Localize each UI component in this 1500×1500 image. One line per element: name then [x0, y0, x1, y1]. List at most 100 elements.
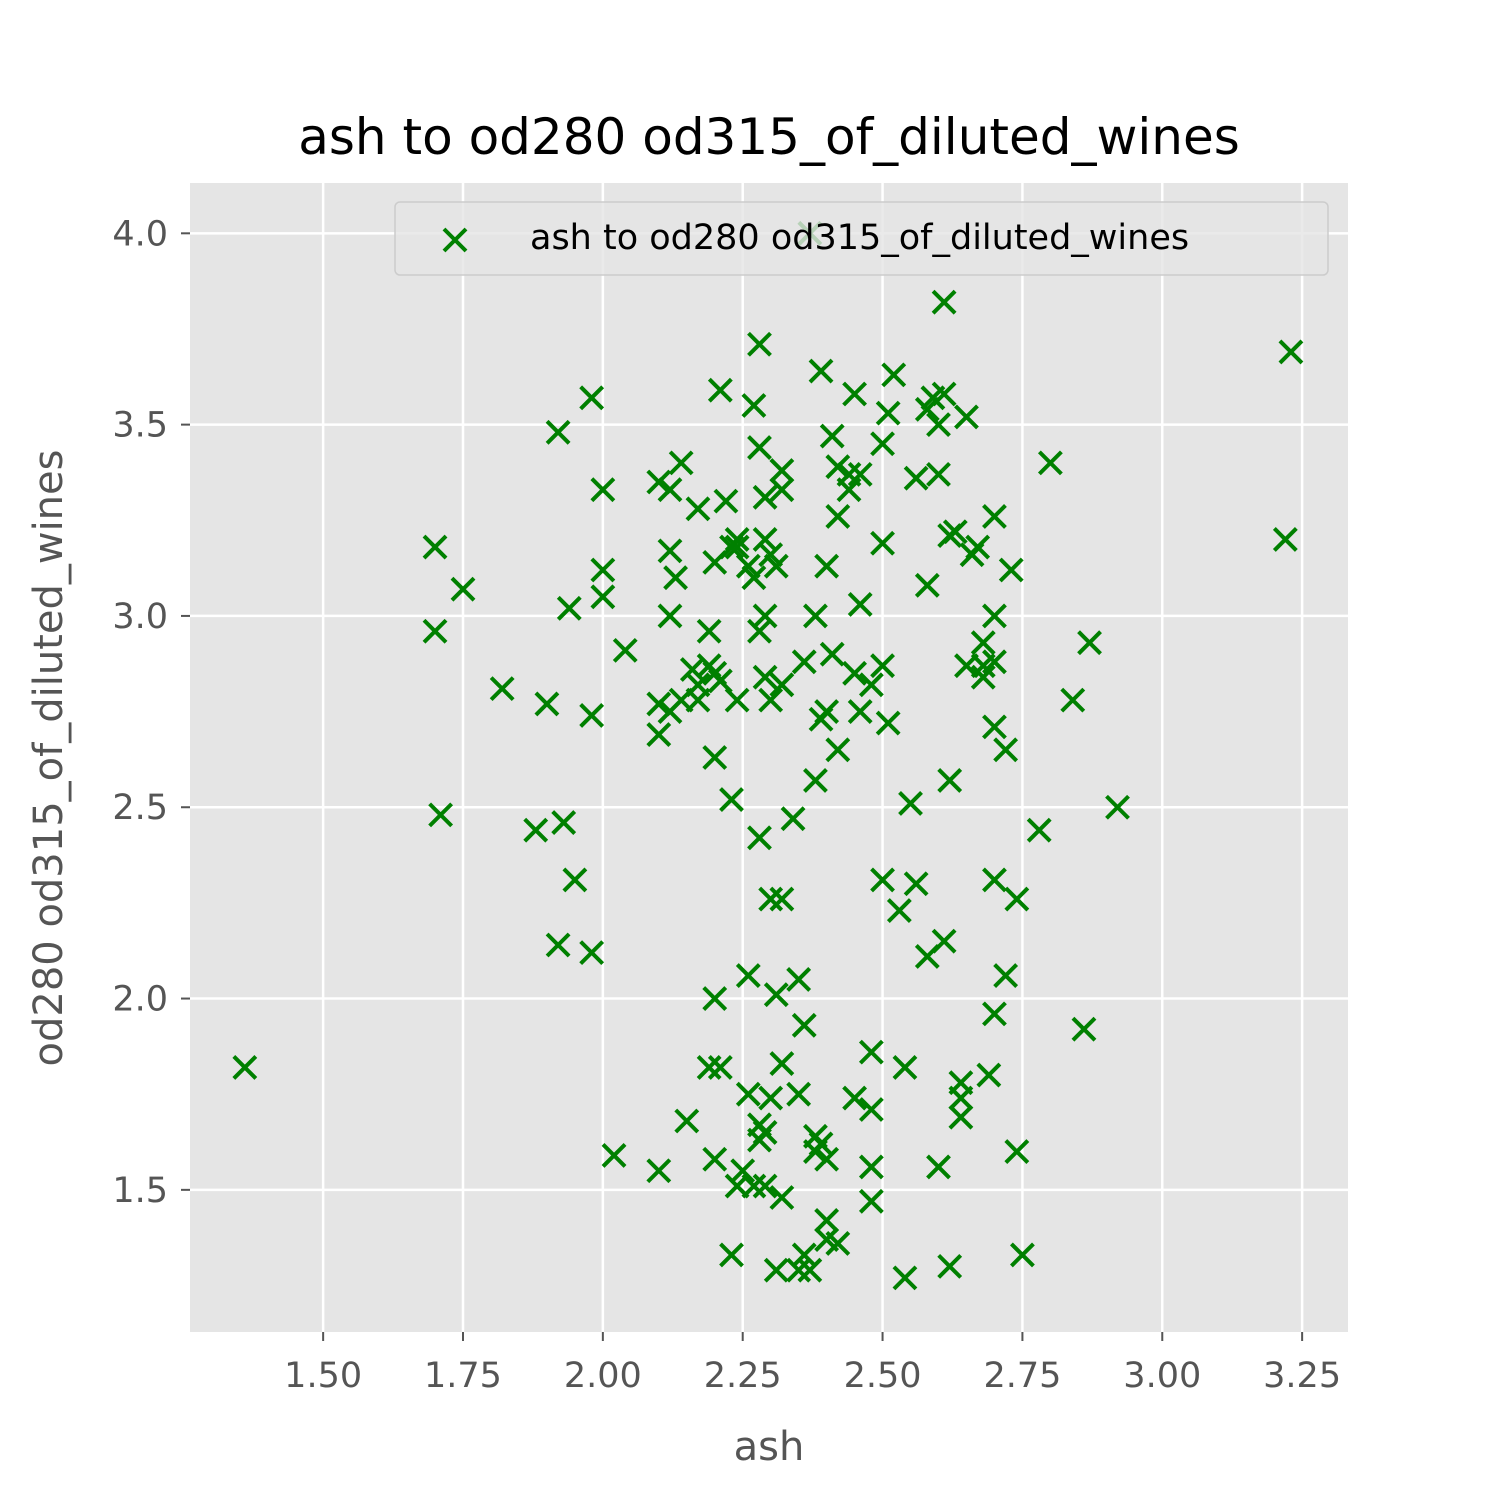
data-point [819, 423, 845, 449]
data-point [758, 886, 784, 912]
y-tick-label: 1.5 [112, 1171, 168, 1211]
data-point [752, 1173, 778, 1199]
data-point [847, 699, 873, 725]
data-point [741, 1173, 767, 1199]
data-point [763, 1257, 789, 1283]
legend-marker-x [442, 227, 468, 253]
data-point [797, 1257, 823, 1283]
data-point [657, 603, 683, 629]
data-point [713, 488, 739, 514]
data-point [646, 469, 672, 495]
data-point [825, 1231, 851, 1256]
data-point [993, 963, 1019, 989]
data-point [881, 362, 907, 388]
x-tick-label: 3.00 [1123, 1356, 1201, 1396]
y-axis-ticks: 1.5 2.0 2.5 3.0 3.5 4.0 [112, 214, 190, 1211]
data-point [948, 1085, 974, 1111]
data-point [579, 702, 605, 728]
data-point [858, 1039, 884, 1065]
data-point [1278, 339, 1304, 365]
data-point [696, 1055, 722, 1080]
data-point [657, 538, 683, 564]
legend-marker [442, 227, 468, 253]
data-point [892, 1265, 918, 1291]
data-point [562, 867, 588, 893]
y-axis-label: od280 od315_of_diluted_wines [26, 450, 72, 1067]
data-point [875, 710, 901, 736]
data-point [858, 1188, 884, 1214]
data-point [814, 553, 840, 579]
data-point [870, 431, 895, 457]
data-point [993, 737, 1019, 763]
data-point [914, 572, 940, 598]
data-point [769, 458, 795, 483]
data-point [612, 637, 638, 663]
data-point [870, 653, 895, 679]
data-point [842, 660, 868, 686]
data-point [534, 691, 560, 717]
data-point [601, 1143, 627, 1168]
data-point [763, 982, 789, 1008]
data-point [926, 1154, 951, 1180]
data-point [545, 932, 571, 958]
data-point [545, 419, 571, 445]
data-point [982, 649, 1007, 675]
data-point [752, 1120, 778, 1145]
data-point [702, 745, 728, 770]
data-point [752, 603, 778, 629]
data-point [579, 385, 605, 411]
data-point [954, 404, 979, 430]
data-point [803, 603, 828, 629]
data-point [948, 1104, 974, 1130]
data-point [674, 1108, 700, 1134]
data-point [982, 603, 1007, 629]
data-point [847, 461, 873, 487]
data-point [551, 810, 577, 835]
data-point [741, 393, 767, 418]
data-point [232, 1055, 258, 1080]
data-point [769, 477, 795, 503]
data-point [937, 1253, 963, 1279]
data-point [579, 940, 605, 966]
plot-area [190, 183, 1348, 1332]
data-point [791, 1242, 817, 1268]
data-point [747, 331, 772, 357]
data-point [791, 649, 817, 675]
data-point [741, 565, 767, 591]
data-point [1272, 526, 1298, 552]
data-point [965, 534, 991, 560]
data-point [489, 676, 515, 702]
data-point [808, 1131, 834, 1157]
data-point [926, 461, 951, 487]
data-point [786, 1257, 812, 1283]
data-point [858, 672, 884, 698]
data-point [970, 630, 996, 656]
y-tick-label: 2.5 [112, 788, 168, 828]
data-point [735, 963, 761, 989]
data-point [763, 553, 789, 579]
data-point [942, 519, 968, 545]
data-point [931, 289, 957, 315]
data-point [858, 1097, 884, 1122]
data-point [808, 358, 834, 384]
data-point [1105, 794, 1130, 820]
data-point [1004, 1139, 1030, 1165]
data-point [825, 737, 851, 763]
data-point [758, 1085, 784, 1111]
data-point [982, 1001, 1007, 1027]
y-tick-label: 3.0 [112, 597, 168, 637]
data-point [719, 1242, 744, 1268]
data-point [819, 641, 845, 667]
data-point [842, 381, 868, 407]
x-tick-label: 3.25 [1263, 1356, 1341, 1396]
data-point [702, 1146, 728, 1172]
legend-box [394, 201, 1329, 276]
data-point [747, 825, 772, 851]
y-tick-label: 2.0 [112, 980, 168, 1020]
data-point [428, 802, 454, 828]
data-point [870, 867, 895, 893]
data-point [931, 381, 957, 407]
data-point [702, 986, 728, 1011]
data-point [735, 1081, 761, 1107]
